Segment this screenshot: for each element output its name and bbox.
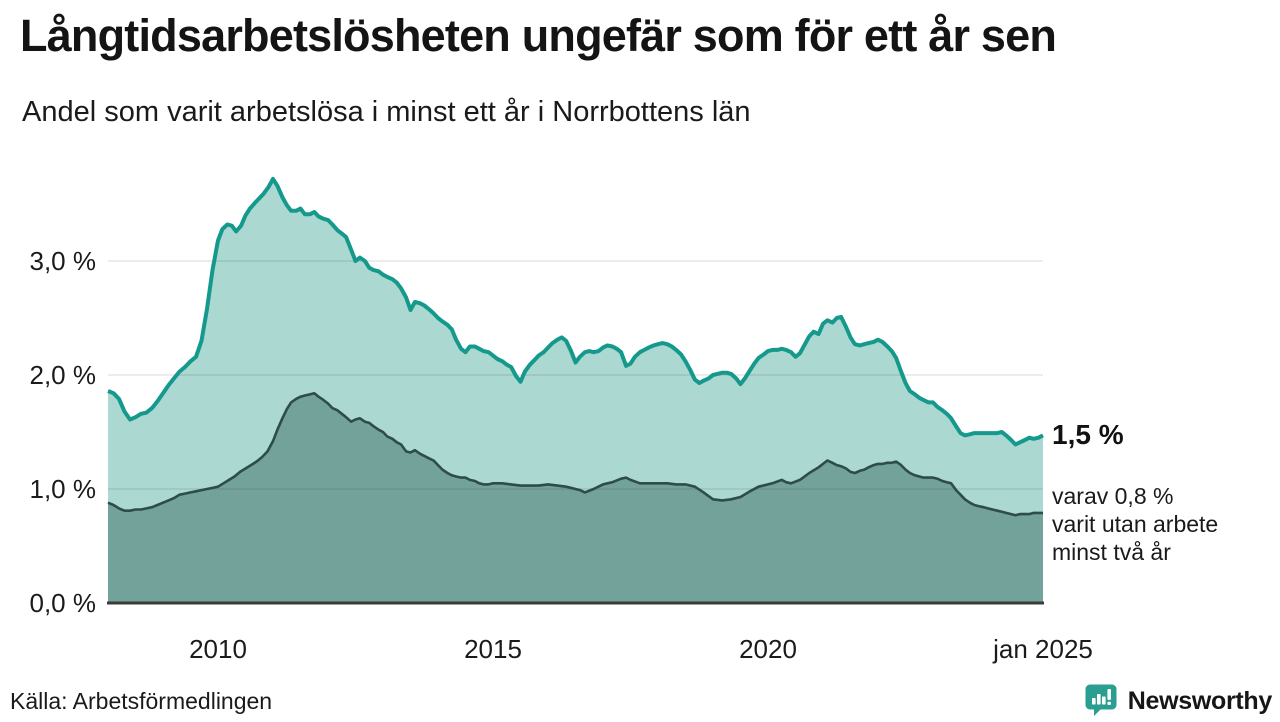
x-axis-label: 2020	[739, 634, 797, 664]
y-axis-label: 0,0 %	[30, 588, 97, 618]
series-area-2	[108, 393, 1043, 603]
page-title: Långtidsarbetslösheten ungefär som för e…	[20, 10, 1057, 61]
secondary-annotation-line: varit utan arbete	[1052, 511, 1219, 537]
newsworthy-branding: Newsworthy	[1083, 681, 1272, 722]
y-axis-label: 3,0 %	[30, 246, 97, 276]
latest-value-label: 1,5 %	[1052, 419, 1124, 450]
secondary-annotation-line: varav 0,8 %	[1052, 483, 1174, 509]
x-axis-label: 2015	[464, 634, 522, 664]
source-credit: Källa: Arbetsförmedlingen	[10, 688, 273, 714]
series-line-2	[107, 391, 1043, 517]
bar-chart-speech-bubble-icon	[1083, 681, 1119, 722]
x-axis-label: jan 2025	[992, 634, 1093, 664]
y-axis-label: 2,0 %	[30, 360, 97, 390]
series-line-1	[107, 176, 1044, 447]
secondary-annotation: varav 0,8 % varit utan arbete minst två …	[1052, 482, 1218, 566]
secondary-annotation-line: minst två år	[1052, 539, 1171, 565]
y-axis-label: 1,0 %	[30, 474, 97, 504]
newsworthy-wordmark: Newsworthy	[1127, 687, 1273, 715]
x-axis-label: 2010	[189, 634, 247, 664]
page-subtitle: Andel som varit arbetslösa i minst ett å…	[22, 96, 751, 128]
